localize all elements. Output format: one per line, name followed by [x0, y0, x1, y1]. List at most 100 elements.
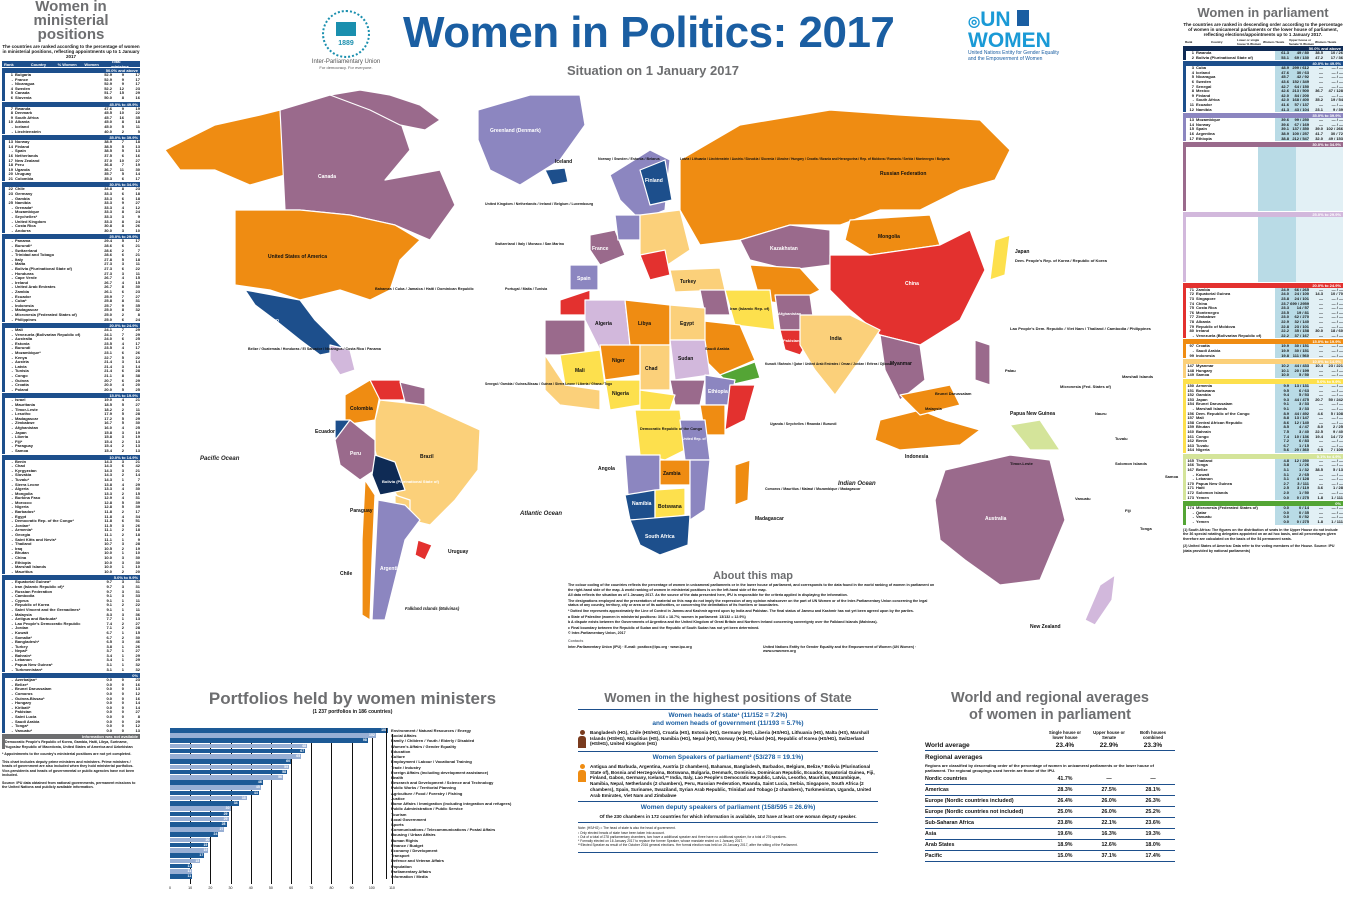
upper-pct: 8.0	[1309, 425, 1323, 430]
table-row: - Sierra Leone 13.8 4 29	[5, 483, 140, 488]
region-single: 28.3%	[1057, 787, 1073, 793]
country: Yemen	[1196, 495, 1209, 500]
parliament-band: 0.1% to 4.9% 165 Thailand 4.8 12 / 250— — / —…	[1183, 453, 1343, 501]
region-philippines	[974, 339, 991, 386]
table-row: - Morocco 12.8 5 39	[5, 501, 140, 506]
country: Tuvalu*	[15, 477, 30, 482]
upper-seats: — / —	[1323, 306, 1343, 311]
region-spain	[569, 264, 599, 291]
region-row: Sub-Saharan Africa 23.8% 22.1% 23.6%	[925, 818, 1175, 829]
rank: 149	[1187, 373, 1194, 378]
rank: 22	[8, 187, 13, 192]
lower-seats: 30 / 151	[1289, 349, 1309, 354]
table-row: 174 Micronesia (Federated States of) 0.0 0 …	[1186, 506, 1343, 511]
rank: 167	[1187, 468, 1194, 473]
country: Senegal	[1196, 84, 1212, 89]
rank: -	[11, 696, 13, 701]
axis-tick: 70	[309, 886, 314, 890]
bar-value: 20	[205, 837, 210, 842]
country: Finland	[15, 144, 30, 149]
women-count: 5	[121, 421, 124, 426]
total-ministers: 11	[135, 271, 140, 276]
country: Lebanon	[1196, 477, 1213, 482]
rank: -	[11, 285, 13, 290]
pct-women: 17.9	[104, 412, 112, 417]
country: Thailand	[1196, 458, 1213, 463]
women-count: 2	[121, 407, 124, 412]
label-nordic: Norway / Sweden / Estonia / Belarus	[598, 157, 660, 161]
band-range: 35.0% to 39.9%	[1186, 113, 1343, 119]
lower-seats: 213 / 500	[1289, 89, 1309, 94]
region-both: 23.6%	[1145, 820, 1161, 826]
lower-pct: 7.5	[1275, 429, 1289, 435]
country: United Arab Emirates	[15, 285, 56, 290]
label-russia: Russian Federation	[880, 171, 926, 177]
rank: 16	[8, 153, 13, 158]
rank: -	[11, 612, 13, 617]
label-sudan: Sudan	[678, 356, 693, 362]
rank: 165	[1187, 458, 1194, 463]
label-tuvalu: Tuvalu	[1115, 436, 1128, 441]
country: Samoa	[15, 448, 29, 453]
women-count: 8	[121, 374, 124, 379]
bar-label: Culture	[391, 754, 405, 760]
world-upper: 22.9%	[1099, 741, 1119, 749]
country: Bolivia (Plurinational State of)	[1196, 55, 1253, 60]
upper-seats: — / —	[1323, 510, 1343, 516]
country: Antigua and Barbuda*	[15, 617, 58, 622]
upper-seats: — / —	[1323, 93, 1343, 99]
upper-seats: 5 / 13	[1323, 468, 1343, 473]
table-row: 17 New Zealand 37.0 10 27	[5, 159, 140, 164]
upper-seats: — / —	[1323, 297, 1343, 302]
bar-value: 102	[369, 733, 375, 738]
region-car	[639, 389, 676, 411]
indian-ocean-label: Indian Ocean	[838, 481, 876, 487]
table-row: - Burkina Faso 12.9 4 31	[5, 496, 140, 501]
rank: -	[11, 496, 13, 501]
total-ministers: 30	[135, 556, 140, 560]
country: Liechtenstein	[15, 129, 41, 134]
upper-seats: — / —	[1323, 75, 1343, 80]
pct-women: 18.5	[104, 403, 112, 407]
table-row: - Thailand 10.7 3 28	[5, 542, 140, 547]
gridline	[331, 734, 333, 884]
bar: 11	[170, 874, 193, 879]
country: Iceland	[15, 124, 29, 129]
women-count: 0	[121, 715, 124, 719]
label-libya: Libya	[638, 321, 651, 327]
upper-pct: 47.2	[1309, 55, 1323, 61]
lower-seats: 6 / 83	[1289, 439, 1309, 444]
country: Benin	[15, 459, 27, 464]
pct-women: 10.7	[104, 542, 112, 547]
lower-seats: 1 / 15	[1289, 443, 1309, 449]
bar: 38	[170, 795, 247, 801]
table-row: 8 Mexico 42.6 213 / 500 36.7 47 / 128	[1186, 89, 1343, 94]
region-balkans	[639, 249, 671, 281]
upper-pct: —	[1309, 353, 1323, 359]
pct-women: 34.8	[104, 187, 112, 192]
gridline	[270, 734, 272, 884]
total-ministers: 26	[135, 523, 140, 528]
women-count: 2	[121, 510, 124, 515]
rank: -	[11, 724, 13, 729]
parliament-band: 35.0% to 39.9% 13 Mozambique 39.6 99 / 250— —…	[1183, 113, 1343, 142]
table-row: 74 China 23.7 699 / 2959— — / —	[1186, 301, 1343, 307]
region-south-africa	[629, 514, 691, 556]
lower-pct: 5.6	[1275, 448, 1289, 453]
rank: -	[11, 430, 13, 435]
country: Egypt	[15, 514, 27, 519]
region-single: 25.0%	[1057, 809, 1073, 815]
total-ministers: 29	[135, 653, 140, 658]
pct-women: 0.0	[106, 715, 112, 719]
pct-women: 37.0	[104, 158, 112, 163]
table-row: - Kiribati* 0.0 0 14	[5, 706, 140, 711]
table-row: - Saudi Arabia 0.0 0 29	[5, 720, 140, 725]
upper-pct: 4.6	[1309, 411, 1323, 417]
bar-value: 67	[300, 748, 305, 753]
about-paragraph: The colour coding of the countries refle…	[568, 583, 935, 592]
lower-pct: 23.0	[1275, 315, 1289, 321]
women-count: 0	[121, 724, 124, 729]
rank: 158	[1187, 420, 1194, 425]
lower-pct: 8.9	[1275, 411, 1289, 417]
rank: -	[11, 603, 13, 608]
